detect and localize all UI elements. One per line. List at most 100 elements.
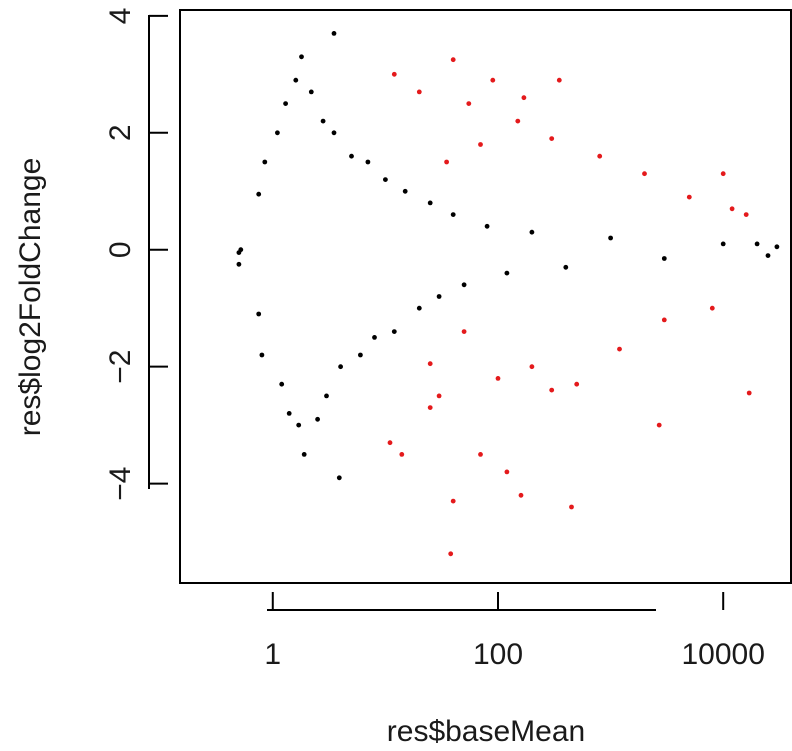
point-significant xyxy=(466,101,472,106)
point-not-significant xyxy=(765,253,771,258)
point-significant xyxy=(436,393,442,399)
point-not-significant xyxy=(774,244,780,250)
point-not-significant xyxy=(754,241,760,247)
axes xyxy=(148,15,656,611)
point-significant xyxy=(642,171,647,177)
point-significant xyxy=(686,194,692,200)
point-significant xyxy=(720,171,726,177)
point-significant xyxy=(399,452,405,457)
point-significant xyxy=(709,305,715,311)
point-significant xyxy=(569,504,574,510)
point-significant xyxy=(617,346,622,352)
point-not-significant xyxy=(259,352,265,358)
point-significant xyxy=(504,469,510,475)
y-tick-label: 4 xyxy=(104,8,137,25)
y-tick-label: 2 xyxy=(104,124,137,141)
point-not-significant xyxy=(450,212,456,218)
point-not-significant xyxy=(262,159,268,165)
point-significant xyxy=(427,361,433,367)
point-not-significant xyxy=(383,177,388,183)
point-not-significant xyxy=(338,364,343,370)
point-significant xyxy=(521,95,527,101)
point-significant xyxy=(448,551,454,557)
y-ticks: −4 −2 0 2 4 xyxy=(104,8,168,501)
y-axis-title: res$log2FoldChange xyxy=(14,158,47,437)
point-not-significant xyxy=(236,261,242,267)
point-not-significant xyxy=(365,159,371,165)
point-not-significant xyxy=(331,31,337,36)
point-significant xyxy=(743,212,749,218)
point-not-significant xyxy=(308,89,314,95)
point-significant xyxy=(461,329,467,334)
point-significant xyxy=(746,390,752,396)
point-not-significant xyxy=(391,329,397,334)
point-not-significant xyxy=(286,411,292,416)
y-tick-label: −4 xyxy=(104,466,137,500)
point-not-significant xyxy=(529,229,535,235)
point-significant xyxy=(729,206,735,212)
point-not-significant xyxy=(608,235,613,241)
point-not-significant xyxy=(427,200,433,206)
series-0 xyxy=(236,31,780,481)
point-not-significant xyxy=(372,335,377,340)
point-significant xyxy=(515,118,521,124)
point-not-significant xyxy=(320,118,326,124)
point-significant xyxy=(656,422,662,428)
point-not-significant xyxy=(324,393,329,399)
point-not-significant xyxy=(436,294,442,299)
point-not-significant xyxy=(283,101,288,106)
y-tick-label: −2 xyxy=(104,350,137,384)
point-not-significant xyxy=(296,422,302,428)
point-not-significant xyxy=(315,416,320,422)
point-significant xyxy=(444,159,449,165)
point-significant xyxy=(518,492,524,498)
point-not-significant xyxy=(299,54,304,60)
point-not-significant xyxy=(563,264,569,270)
point-significant xyxy=(495,376,501,381)
point-significant xyxy=(478,142,483,147)
point-significant xyxy=(427,405,433,410)
point-not-significant xyxy=(336,475,342,481)
point-significant xyxy=(391,71,397,77)
point-not-significant xyxy=(416,305,422,311)
point-not-significant xyxy=(349,153,354,159)
x-axis-title: res$baseMean xyxy=(387,715,585,748)
x-ticks: 1 100 10000 xyxy=(264,592,765,671)
point-significant xyxy=(529,364,535,370)
point-significant xyxy=(416,89,422,95)
points xyxy=(236,31,780,557)
point-not-significant xyxy=(256,191,262,197)
point-significant xyxy=(556,77,562,83)
point-not-significant xyxy=(358,352,363,358)
point-significant xyxy=(661,317,667,323)
point-not-significant xyxy=(484,223,490,229)
point-significant xyxy=(387,440,393,446)
x-tick-label: 10000 xyxy=(681,638,764,671)
point-not-significant xyxy=(504,270,510,276)
point-significant xyxy=(574,381,580,387)
point-not-significant xyxy=(256,311,262,317)
point-significant xyxy=(549,136,555,142)
y-tick-label: 0 xyxy=(104,241,137,258)
point-not-significant xyxy=(461,282,467,288)
point-significant xyxy=(478,452,483,457)
point-not-significant xyxy=(293,77,299,83)
point-significant xyxy=(597,153,603,159)
point-not-significant xyxy=(402,188,408,194)
point-not-significant xyxy=(275,130,280,136)
point-significant xyxy=(450,57,456,63)
point-significant xyxy=(549,387,555,393)
point-not-significant xyxy=(331,130,337,136)
point-not-significant xyxy=(661,256,667,261)
point-significant xyxy=(490,77,496,83)
point-not-significant xyxy=(279,381,285,387)
point-not-significant xyxy=(720,241,726,247)
series-1 xyxy=(387,57,752,557)
point-not-significant xyxy=(238,247,244,253)
x-tick-label: 1 xyxy=(264,638,281,671)
point-not-significant xyxy=(301,452,307,457)
point-significant xyxy=(450,498,456,504)
x-tick-label: 100 xyxy=(473,638,523,671)
plot-frame xyxy=(179,9,792,584)
